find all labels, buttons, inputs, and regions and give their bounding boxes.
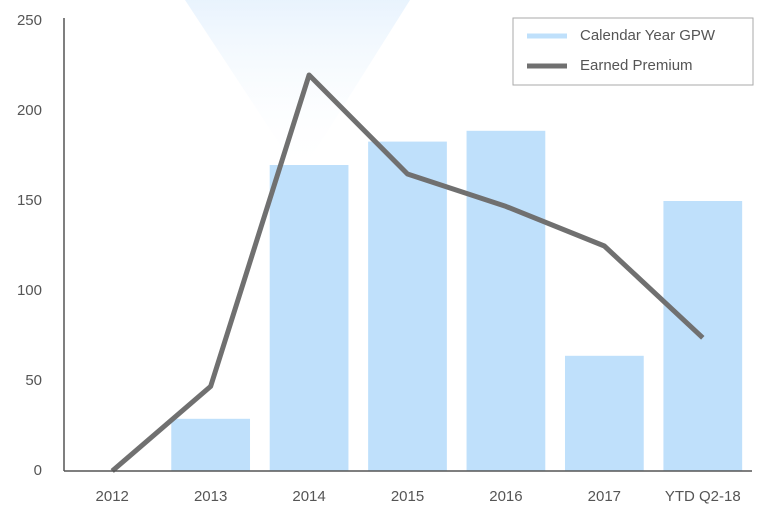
legend-box <box>512 17 754 86</box>
line <box>110 72 705 473</box>
y-tick-label: 250 <box>17 12 42 29</box>
x-tick-label: YTD Q2-18 <box>665 488 741 505</box>
x-tick-label: 2015 <box>391 488 424 505</box>
x-tick-label: 2016 <box>489 488 522 505</box>
x-tick-label: 2013 <box>194 488 227 505</box>
legend-label: Earned Premium <box>580 57 693 74</box>
bar <box>171 418 251 471</box>
bar <box>269 165 349 471</box>
y-tick-label: 100 <box>17 282 42 299</box>
y-tick-label: 200 <box>17 102 42 119</box>
legend-label: Calendar Year GPW <box>580 27 716 44</box>
spotlight <box>185 0 410 175</box>
x-tick-label: 2014 <box>292 488 325 505</box>
bar <box>466 130 546 472</box>
legend: Calendar Year GPW Earned Premium <box>512 17 754 86</box>
bar <box>368 141 447 471</box>
x-tick-label: 2017 <box>588 488 621 505</box>
y-tick-label: 150 <box>17 192 42 209</box>
x-tick-label: 2012 <box>96 488 129 505</box>
bar <box>564 355 644 471</box>
y-tick-label: 0 <box>34 462 42 479</box>
plot-area <box>110 72 743 473</box>
y-tick-label: 50 <box>25 372 42 389</box>
